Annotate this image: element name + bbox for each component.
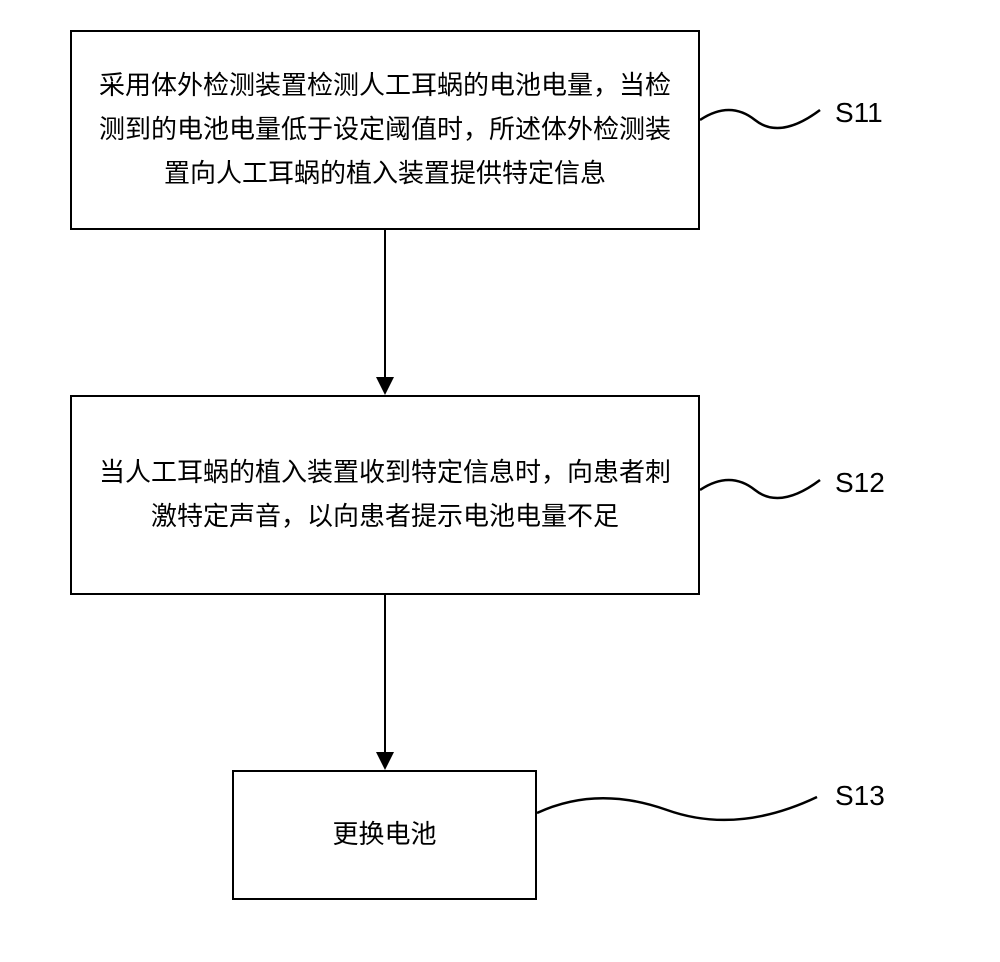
flowchart-container: 采用体外检测装置检测人工耳蜗的电池电量，当检测到的电池电量低于设定阈值时，所述体… xyxy=(0,0,1000,962)
flow-box-s11: 采用体外检测装置检测人工耳蜗的电池电量，当检测到的电池电量低于设定阈值时，所述体… xyxy=(70,30,700,230)
connector-1 xyxy=(384,230,386,378)
flow-box-s12: 当人工耳蜗的植入装置收到特定信息时，向患者刺激特定声音，以向患者提示电池电量不足 xyxy=(70,395,700,595)
flow-text-s13: 更换电池 xyxy=(332,813,436,857)
flow-text-s11: 采用体外检测装置检测人工耳蜗的电池电量，当检测到的电池电量低于设定阈值时，所述体… xyxy=(92,64,678,197)
label-connector-s11 xyxy=(700,95,830,145)
label-connector-s12 xyxy=(700,465,830,515)
label-connector-s13 xyxy=(537,785,827,835)
arrow-2 xyxy=(376,752,394,770)
connector-2 xyxy=(384,595,386,753)
step-label-s11: S11 xyxy=(835,97,883,129)
step-label-s12: S12 xyxy=(835,467,885,499)
arrow-1 xyxy=(376,377,394,395)
step-label-s13: S13 xyxy=(835,780,885,812)
flow-text-s12: 当人工耳蜗的植入装置收到特定信息时，向患者刺激特定声音，以向患者提示电池电量不足 xyxy=(92,451,678,539)
flow-box-s13: 更换电池 xyxy=(232,770,537,900)
